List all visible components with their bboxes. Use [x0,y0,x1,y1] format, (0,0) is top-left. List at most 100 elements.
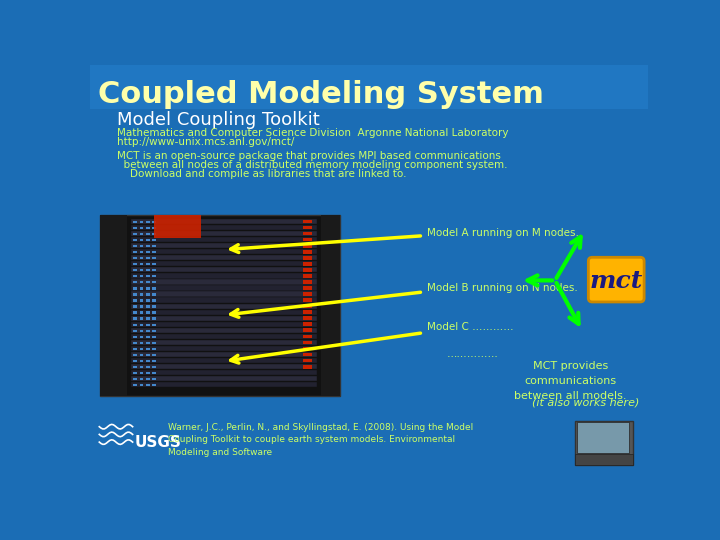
FancyBboxPatch shape [133,245,138,247]
FancyBboxPatch shape [133,366,138,368]
FancyBboxPatch shape [145,354,150,356]
FancyBboxPatch shape [145,342,150,344]
FancyBboxPatch shape [133,318,138,320]
FancyBboxPatch shape [303,359,312,362]
FancyBboxPatch shape [131,243,317,248]
FancyBboxPatch shape [140,354,143,356]
FancyBboxPatch shape [152,233,156,235]
Text: http://www-unix.mcs.anl.gov/mct/: http://www-unix.mcs.anl.gov/mct/ [117,137,294,147]
FancyBboxPatch shape [140,257,143,259]
FancyBboxPatch shape [152,239,156,241]
FancyBboxPatch shape [133,227,138,229]
Text: between all nodes of a distributed memory modeling component system.: between all nodes of a distributed memor… [117,160,508,170]
FancyBboxPatch shape [100,215,127,396]
Text: MCT provides
communications
between all models.: MCT provides communications between all … [514,361,626,401]
FancyBboxPatch shape [152,287,156,289]
Text: Coupled Modeling System: Coupled Modeling System [98,79,544,109]
FancyBboxPatch shape [133,233,138,235]
FancyBboxPatch shape [145,318,150,320]
FancyBboxPatch shape [131,273,317,279]
FancyBboxPatch shape [131,292,317,296]
FancyBboxPatch shape [145,269,150,272]
FancyBboxPatch shape [588,257,644,302]
Text: Download and compile as libraries that are linked to.: Download and compile as libraries that a… [117,169,407,179]
FancyBboxPatch shape [152,323,156,326]
FancyBboxPatch shape [140,233,143,235]
FancyBboxPatch shape [131,315,317,321]
FancyBboxPatch shape [133,293,138,295]
FancyBboxPatch shape [145,251,150,253]
FancyBboxPatch shape [321,215,341,396]
FancyBboxPatch shape [131,340,317,345]
FancyBboxPatch shape [140,251,143,253]
FancyBboxPatch shape [131,322,317,327]
FancyBboxPatch shape [152,227,156,229]
FancyBboxPatch shape [152,257,156,259]
FancyBboxPatch shape [152,312,156,314]
FancyBboxPatch shape [133,257,138,259]
FancyBboxPatch shape [133,348,138,350]
FancyBboxPatch shape [152,329,156,332]
Text: Model Coupling Toolkit: Model Coupling Toolkit [117,111,320,129]
FancyBboxPatch shape [152,354,156,356]
FancyBboxPatch shape [131,303,317,309]
FancyBboxPatch shape [131,261,317,266]
FancyBboxPatch shape [133,299,138,302]
Text: Warner, J.C., Perlin, N., and Skyllingstad, E. (2008). Using the Model
Coupling : Warner, J.C., Perlin, N., and Skyllingst… [168,423,473,457]
FancyBboxPatch shape [133,263,138,265]
FancyBboxPatch shape [131,279,317,285]
Text: MCT is an open-source package that provides MPI based communications: MCT is an open-source package that provi… [117,151,501,161]
FancyBboxPatch shape [145,239,150,241]
FancyBboxPatch shape [303,341,312,345]
FancyBboxPatch shape [131,346,317,351]
FancyBboxPatch shape [133,372,138,374]
FancyBboxPatch shape [131,255,317,260]
FancyBboxPatch shape [131,352,317,357]
FancyBboxPatch shape [133,342,138,344]
FancyBboxPatch shape [140,239,143,241]
FancyBboxPatch shape [140,336,143,338]
FancyBboxPatch shape [303,226,312,230]
FancyBboxPatch shape [145,378,150,380]
FancyBboxPatch shape [140,372,143,374]
FancyBboxPatch shape [152,336,156,338]
Text: Mathematics and Computer Science Division  Argonne National Laboratory: Mathematics and Computer Science Divisio… [117,127,508,138]
FancyBboxPatch shape [152,378,156,380]
Text: Model C …………: Model C ………… [427,322,514,332]
FancyBboxPatch shape [145,306,150,308]
FancyBboxPatch shape [90,65,648,110]
FancyBboxPatch shape [131,376,317,381]
Text: USGS: USGS [134,435,181,450]
FancyBboxPatch shape [133,287,138,289]
FancyBboxPatch shape [303,286,312,290]
FancyBboxPatch shape [140,299,143,302]
FancyBboxPatch shape [303,310,312,314]
FancyBboxPatch shape [133,275,138,278]
FancyBboxPatch shape [140,269,143,272]
FancyBboxPatch shape [133,323,138,326]
FancyBboxPatch shape [140,348,143,350]
FancyBboxPatch shape [152,245,156,247]
FancyBboxPatch shape [131,298,317,303]
FancyBboxPatch shape [303,256,312,260]
FancyBboxPatch shape [145,360,150,362]
FancyBboxPatch shape [145,275,150,278]
FancyBboxPatch shape [152,318,156,320]
FancyBboxPatch shape [133,251,138,253]
FancyBboxPatch shape [131,328,317,333]
FancyBboxPatch shape [131,225,317,230]
FancyBboxPatch shape [303,250,312,254]
FancyBboxPatch shape [140,384,143,386]
FancyBboxPatch shape [152,306,156,308]
FancyBboxPatch shape [152,275,156,278]
FancyBboxPatch shape [303,328,312,332]
FancyBboxPatch shape [133,269,138,272]
FancyBboxPatch shape [140,293,143,295]
FancyBboxPatch shape [152,299,156,302]
FancyBboxPatch shape [152,269,156,272]
FancyBboxPatch shape [133,336,138,338]
FancyBboxPatch shape [140,227,143,229]
FancyBboxPatch shape [131,219,317,224]
FancyBboxPatch shape [145,312,150,314]
FancyBboxPatch shape [303,280,312,284]
